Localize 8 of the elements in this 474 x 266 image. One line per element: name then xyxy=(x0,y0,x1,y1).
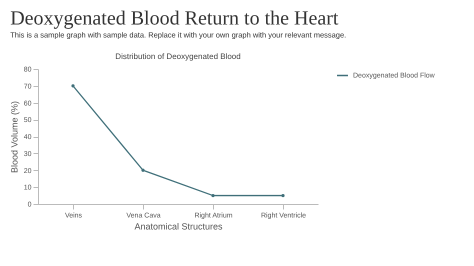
text: Distribution of Deoxygenated Blood xyxy=(115,52,241,61)
point xyxy=(71,84,75,88)
x-axis-title: Anatomical Structures xyxy=(134,222,224,232)
point xyxy=(281,194,285,198)
point xyxy=(141,168,145,172)
y-axis-title: Blood Volume (%) xyxy=(10,100,20,174)
point xyxy=(211,194,215,198)
chart-title: Deoxygenated Blood Return to the Heart xyxy=(10,8,339,30)
